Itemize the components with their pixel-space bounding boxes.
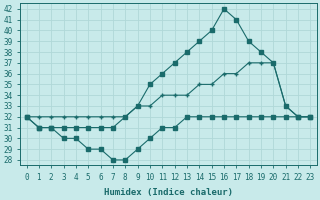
X-axis label: Humidex (Indice chaleur): Humidex (Indice chaleur)	[104, 188, 233, 197]
